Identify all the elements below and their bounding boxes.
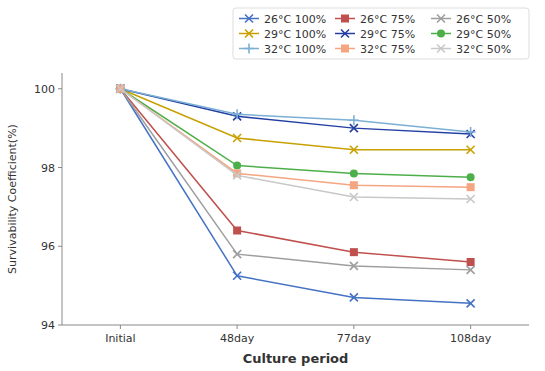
legend-marker — [341, 30, 349, 38]
line — [120, 89, 470, 187]
x-tick-label: 108day — [450, 332, 492, 345]
marker — [115, 84, 125, 94]
legend-label: 32°C 50% — [456, 43, 511, 56]
y-tick-label: 98 — [41, 162, 55, 175]
y-axis-label: Survivability Coefficient(%) — [6, 124, 19, 274]
x-axis-label: Culture period — [243, 351, 349, 366]
line — [120, 89, 470, 304]
legend-marker — [437, 15, 445, 23]
series — [116, 85, 474, 266]
y-tick — [58, 325, 62, 326]
y-tick — [58, 167, 62, 168]
marker — [233, 171, 241, 179]
legend-label: 29°C 100% — [264, 28, 326, 41]
marker — [116, 85, 124, 93]
marker — [232, 109, 242, 119]
legend-label: 29°C 50% — [456, 28, 511, 41]
marker — [116, 85, 124, 93]
marker — [467, 183, 475, 191]
line — [120, 89, 470, 270]
legend-label: 32°C 75% — [360, 43, 415, 56]
legend-marker — [341, 15, 349, 23]
y-tick — [58, 88, 62, 89]
marker — [350, 146, 358, 154]
x-tick — [353, 325, 354, 329]
series — [116, 85, 474, 182]
legend-label: 32°C 100% — [264, 43, 326, 56]
series — [116, 85, 474, 138]
line — [120, 89, 470, 150]
line — [120, 89, 470, 178]
y-tick-label: 100 — [34, 83, 55, 96]
y-axis-line — [62, 73, 63, 325]
x-tick-label: Initial — [105, 332, 135, 345]
y-tick — [58, 246, 62, 247]
y-tick-label: 96 — [41, 240, 55, 253]
marker — [350, 248, 358, 256]
legend-marker — [245, 15, 253, 23]
series — [115, 84, 475, 137]
marker — [116, 85, 124, 93]
marker — [116, 85, 124, 93]
legend: 26°C 100% 26°C 75% 26°C 50% 29°C 100% 29°C 7… — [233, 8, 529, 59]
x-tick-label: 48day — [220, 332, 255, 345]
marker — [350, 181, 358, 189]
legend-label: 29°C 75% — [360, 28, 415, 41]
legend-label: 26°C 100% — [264, 13, 326, 26]
legend-marker — [245, 30, 253, 38]
x-tick-label: 77day — [337, 332, 372, 345]
marker — [350, 169, 358, 177]
x-tick — [120, 325, 121, 329]
marker — [350, 262, 358, 270]
marker — [467, 258, 475, 266]
plot-area — [115, 84, 475, 308]
marker — [116, 85, 124, 93]
legend-marker — [437, 45, 445, 53]
series — [116, 85, 474, 308]
marker — [467, 299, 475, 307]
marker — [233, 227, 241, 235]
marker — [466, 127, 476, 137]
marker — [233, 162, 241, 170]
line — [120, 89, 470, 132]
marker — [349, 115, 359, 125]
marker — [350, 193, 358, 201]
marker — [467, 266, 475, 274]
marker — [350, 124, 358, 132]
legend-marker — [437, 30, 445, 38]
marker — [116, 85, 124, 93]
legend-label: 26°C 50% — [456, 13, 511, 26]
marker — [467, 173, 475, 181]
x-tick — [470, 325, 471, 329]
marker — [233, 134, 241, 142]
marker — [233, 272, 241, 280]
series — [116, 85, 474, 274]
legend-frame — [233, 8, 529, 59]
marker — [233, 250, 241, 258]
series — [116, 85, 474, 154]
line — [120, 89, 470, 199]
marker — [467, 195, 475, 203]
y-tick-label: 94 — [41, 319, 55, 332]
x-axis-line — [62, 325, 529, 326]
legend-label: 26°C 75% — [360, 13, 415, 26]
chart: 94 96 98 100 Initial 48day 77day 108day Culture … — [0, 0, 545, 371]
series — [116, 85, 474, 191]
legend-marker — [244, 44, 254, 54]
x-tick — [237, 325, 238, 329]
marker — [350, 293, 358, 301]
line — [120, 89, 470, 262]
marker — [116, 85, 124, 93]
series — [116, 85, 474, 203]
marker — [116, 85, 124, 93]
legend-marker — [341, 45, 349, 53]
marker — [467, 146, 475, 154]
